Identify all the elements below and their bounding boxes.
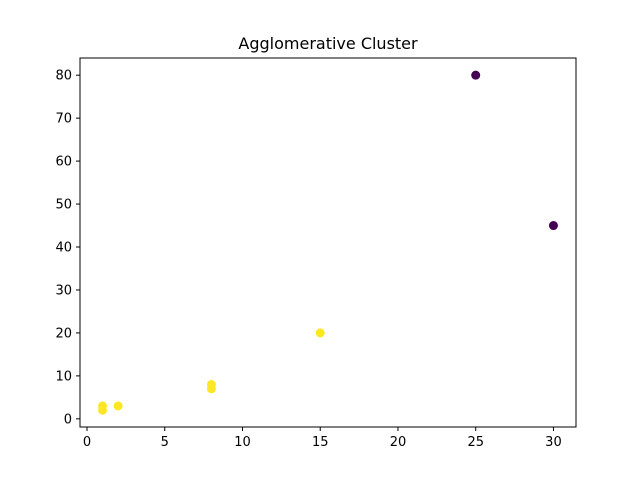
y-tick-label-60: 60 [55,155,72,170]
y-tick-label-70: 70 [55,112,72,127]
data-point-5 [315,328,325,338]
x-tick-label-0: 0 [83,435,91,450]
data-point-1 [98,401,108,411]
y-axis: 0 10 20 30 40 50 60 70 80 [55,69,80,427]
data-point-4 [206,379,216,389]
data-point-6 [471,70,481,80]
y-tick-label-40: 40 [55,241,72,256]
y-tick-label-50: 50 [55,198,72,213]
y-tick-label-80: 80 [55,69,72,84]
plot-area-frame [79,57,577,428]
y-tick-label-20: 20 [55,326,72,341]
x-axis: 0 5 10 15 20 25 30 [83,427,562,450]
x-tick-label-30: 30 [545,435,562,450]
data-point-7 [548,221,558,231]
x-tick-label-20: 20 [390,435,407,450]
y-tick-label-0: 0 [64,412,72,427]
x-tick-label-5: 5 [161,435,169,450]
chart-title: Agglomerative Cluster [238,34,418,53]
x-tick-label-10: 10 [234,435,251,450]
x-tick-label-15: 15 [312,435,329,450]
y-tick-label-10: 10 [55,369,72,384]
data-point-2 [113,401,123,411]
x-tick-label-25: 25 [467,435,484,450]
points-layer [98,70,558,415]
y-tick-label-30: 30 [55,283,72,298]
